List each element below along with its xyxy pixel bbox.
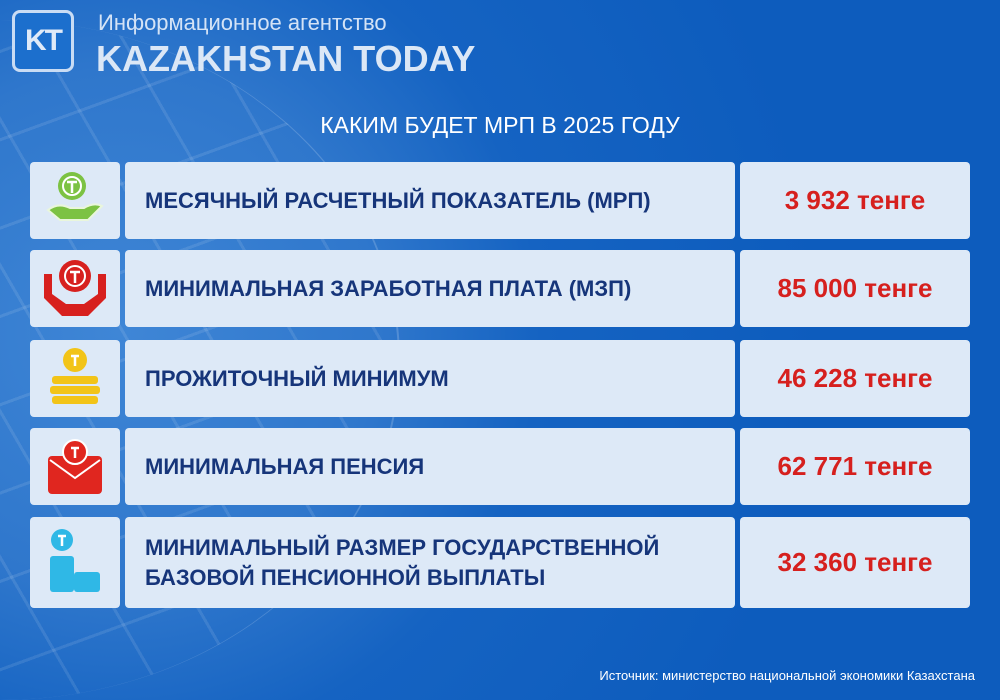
page-title: КАКИМ БУДЕТ МРП В 2025 ГОДУ [320, 112, 680, 138]
row-label: ПРОЖИТОЧНЫЙ МИНИМУМ [125, 340, 735, 417]
row-label: МИНИМАЛЬНЫЙ РАЗМЕР ГОСУДАРСТВЕННОЙ БАЗОВО… [125, 517, 735, 608]
icon-cell [30, 340, 120, 417]
row-value: 62 771 тенге [740, 428, 970, 505]
icon-cell [30, 517, 120, 608]
row-value: 46 228 тенге [740, 340, 970, 417]
coin-hand-icon [46, 171, 104, 221]
icon-cell [30, 428, 120, 505]
agency-label: Информационное агентство [98, 10, 387, 35]
row-label: МИНИМАЛЬНАЯ ПЕНСИЯ [125, 428, 735, 505]
row-value: 3 932 тенге [740, 162, 970, 239]
coin-steps-icon [50, 528, 100, 592]
kt-logo: KT [12, 10, 74, 72]
icon-cell [30, 162, 120, 239]
table-row: МЕСЯЧНЫЙ РАСЧЕТНЫЙ ПОКАЗАТЕЛЬ (МРП) 3 93… [30, 162, 970, 239]
table-row: МИНИМАЛЬНЫЙ РАЗМЕР ГОСУДАРСТВЕННОЙ БАЗОВО… [30, 517, 970, 608]
table-row: МИНИМАЛЬНАЯ ПЕНСИЯ 62 771 тенге [30, 428, 970, 505]
table-row: МИНИМАЛЬНАЯ ЗАРАБОТНАЯ ПЛАТА (МЗП) 85 00… [30, 250, 970, 327]
source-note: Источник: министерство национальной экон… [599, 668, 975, 683]
table-row: ПРОЖИТОЧНЫЙ МИНИМУМ 46 228 тенге [30, 340, 970, 417]
row-label: МЕСЯЧНЫЙ РАСЧЕТНЫЙ ПОКАЗАТЕЛЬ (МРП) [125, 162, 735, 239]
coin-two-hands-icon [44, 259, 106, 316]
row-label: МИНИМАЛЬНАЯ ЗАРАБОТНАЯ ПЛАТА (МЗП) [125, 250, 735, 327]
row-value: 32 360 тенге [740, 517, 970, 608]
brand-name: KAZAKHSTAN TODAY [96, 38, 476, 79]
coin-stack-icon [50, 347, 100, 404]
icon-cell [30, 250, 120, 327]
row-value: 85 000 тенге [740, 250, 970, 327]
coin-envelope-icon [48, 438, 102, 494]
